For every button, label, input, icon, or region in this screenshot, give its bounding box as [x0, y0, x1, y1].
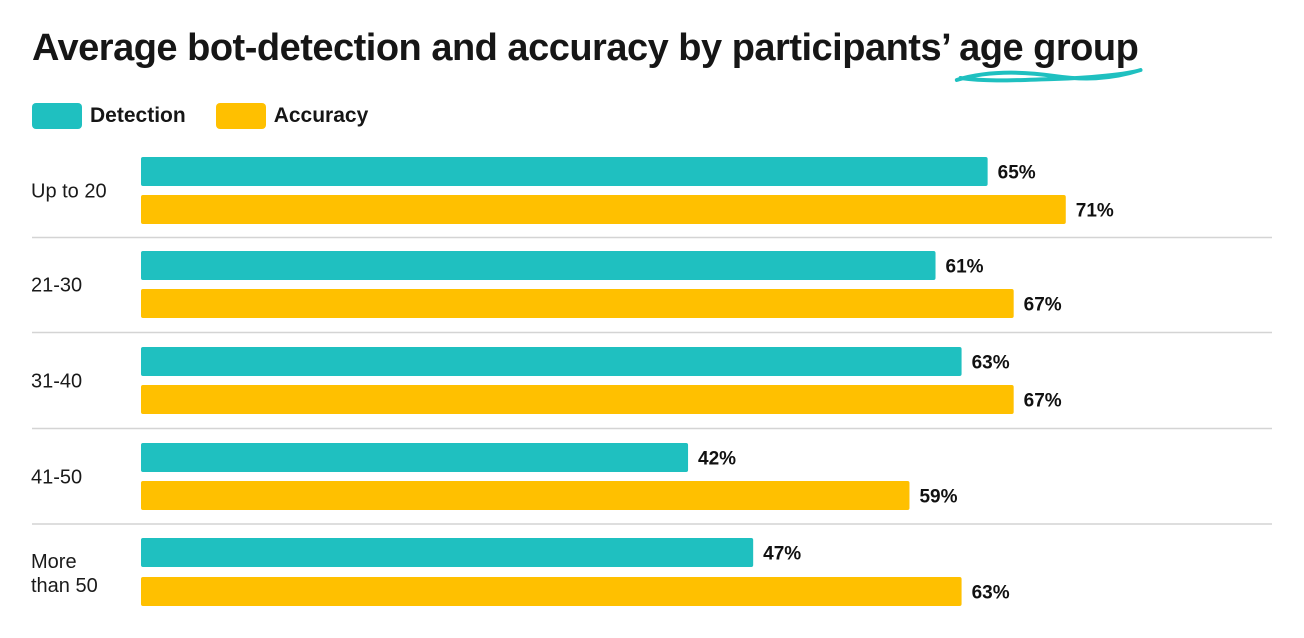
bar-accuracy — [141, 481, 910, 510]
category-label: 21-30 — [31, 275, 82, 297]
data-label: 67% — [1024, 391, 1062, 412]
bar-accuracy — [141, 577, 962, 606]
legend-swatch-accuracy — [215, 103, 266, 129]
category-label: 41-50 — [31, 467, 82, 489]
data-label: 47% — [763, 544, 801, 565]
data-label: 59% — [919, 487, 957, 508]
data-label: 65% — [998, 163, 1036, 184]
chart-title-highlight: age group — [954, 24, 1143, 83]
category-label: More than 50 — [31, 551, 98, 597]
legend-swatch-detection — [32, 103, 82, 129]
bar-detection — [141, 538, 754, 567]
bar-accuracy — [141, 195, 1066, 224]
bar-detection — [141, 157, 988, 186]
legend-item-detection: Detection — [32, 103, 186, 129]
legend-label-detection: Detection — [90, 104, 186, 127]
legend-label-accuracy: Accuracy — [273, 104, 369, 127]
chart-title: Average bot-detection and accuracy by pa… — [32, 24, 1143, 83]
data-label: 61% — [946, 257, 984, 278]
legend-item-accuracy: Accuracy — [215, 103, 369, 129]
bar-detection — [141, 251, 936, 280]
chart-title-highlight-text: age group — [959, 27, 1139, 69]
data-label: 63% — [972, 353, 1010, 374]
data-label: 63% — [972, 583, 1010, 604]
squiggle-underline-icon — [954, 68, 1143, 83]
bar-detection — [141, 347, 962, 376]
bar-accuracy — [141, 289, 1014, 318]
data-label: 42% — [698, 449, 736, 470]
chart-title-main: Average bot-detection and accuracy by pa… — [32, 27, 950, 69]
data-label: 67% — [1024, 295, 1062, 316]
bar-accuracy — [141, 385, 1014, 414]
data-label: 71% — [1076, 201, 1114, 222]
bar-detection — [141, 443, 689, 472]
chart-legend: Detection Accuracy — [32, 103, 398, 129]
category-label: Up to 20 — [31, 181, 107, 203]
category-label: 31-40 — [31, 371, 82, 393]
